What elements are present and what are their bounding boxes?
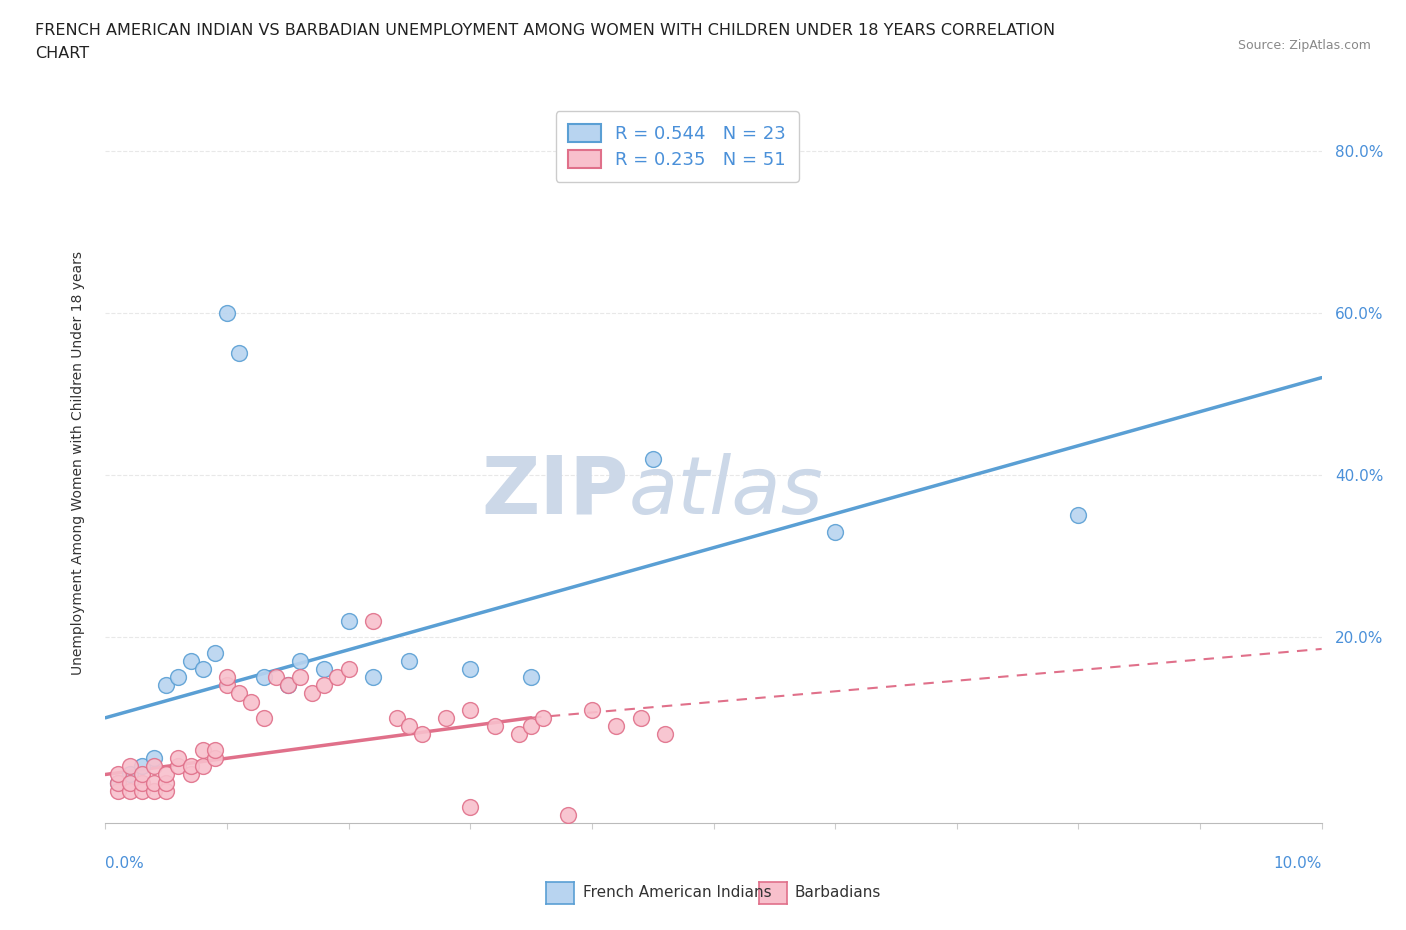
Point [387,711,409,725]
Point [155,775,177,790]
Point [180,654,202,669]
Point [191,743,214,758]
Point [191,662,214,677]
Point [143,783,166,798]
Point [824,525,846,539]
Point [155,783,177,798]
Point [654,726,676,741]
Point [398,719,420,734]
Point [361,670,384,684]
Point [217,305,239,320]
Point [131,783,153,798]
Point [131,767,153,782]
Point [118,759,141,774]
Point [143,751,166,765]
Point [204,645,226,660]
Point [314,662,336,677]
Point [131,775,153,790]
Point [434,711,457,725]
Point [398,654,420,669]
Point [107,783,129,798]
Point [167,670,190,684]
Point [605,719,627,734]
Point [143,775,166,790]
Point [107,775,129,790]
Point [240,694,263,709]
Point [484,719,506,734]
Point [252,711,274,725]
Point [288,654,311,669]
Text: 10.0%: 10.0% [1274,856,1322,870]
Point [1067,508,1090,523]
Text: CHART: CHART [35,46,89,61]
Text: French American Indians: French American Indians [583,885,772,900]
Point [167,751,190,765]
Text: 0.0%: 0.0% [105,856,145,870]
Point [264,670,287,684]
Legend: R = 0.544   N = 23, R = 0.235   N = 51: R = 0.544 N = 23, R = 0.235 N = 51 [555,112,799,181]
Point [581,702,603,717]
Point [630,711,652,725]
Point [204,751,226,765]
Point [180,759,202,774]
Point [557,807,579,822]
Point [107,775,129,790]
Point [118,775,141,790]
Point [277,678,299,693]
Point [458,662,481,677]
Point [143,759,166,774]
Point [191,759,214,774]
Point [325,670,347,684]
Point [337,662,360,677]
Text: FRENCH AMERICAN INDIAN VS BARBADIAN UNEMPLOYMENT AMONG WOMEN WITH CHILDREN UNDER: FRENCH AMERICAN INDIAN VS BARBADIAN UNEM… [35,23,1056,38]
Point [531,711,554,725]
Point [314,678,336,693]
Y-axis label: Unemployment Among Women with Children Under 18 years: Unemployment Among Women with Children U… [70,251,84,674]
Point [217,670,239,684]
Point [252,670,274,684]
Point [217,678,239,693]
Text: Barbadians: Barbadians [794,885,880,900]
Point [458,702,481,717]
Point [228,346,250,361]
Point [411,726,433,741]
Point [641,451,664,466]
Point [107,767,129,782]
Point [155,678,177,693]
Point [301,686,323,701]
Point [155,767,177,782]
Text: atlas: atlas [628,453,823,530]
Point [118,783,141,798]
Point [131,759,153,774]
Point [277,678,299,693]
Point [167,759,190,774]
Text: Source: ZipAtlas.com: Source: ZipAtlas.com [1237,39,1371,52]
Point [228,686,250,701]
Point [288,670,311,684]
Point [180,767,202,782]
Point [204,743,226,758]
Point [508,726,530,741]
Text: ZIP: ZIP [481,453,628,530]
Point [520,719,543,734]
Point [118,767,141,782]
Point [520,670,543,684]
Point [337,613,360,628]
Point [361,613,384,628]
Point [458,800,481,815]
